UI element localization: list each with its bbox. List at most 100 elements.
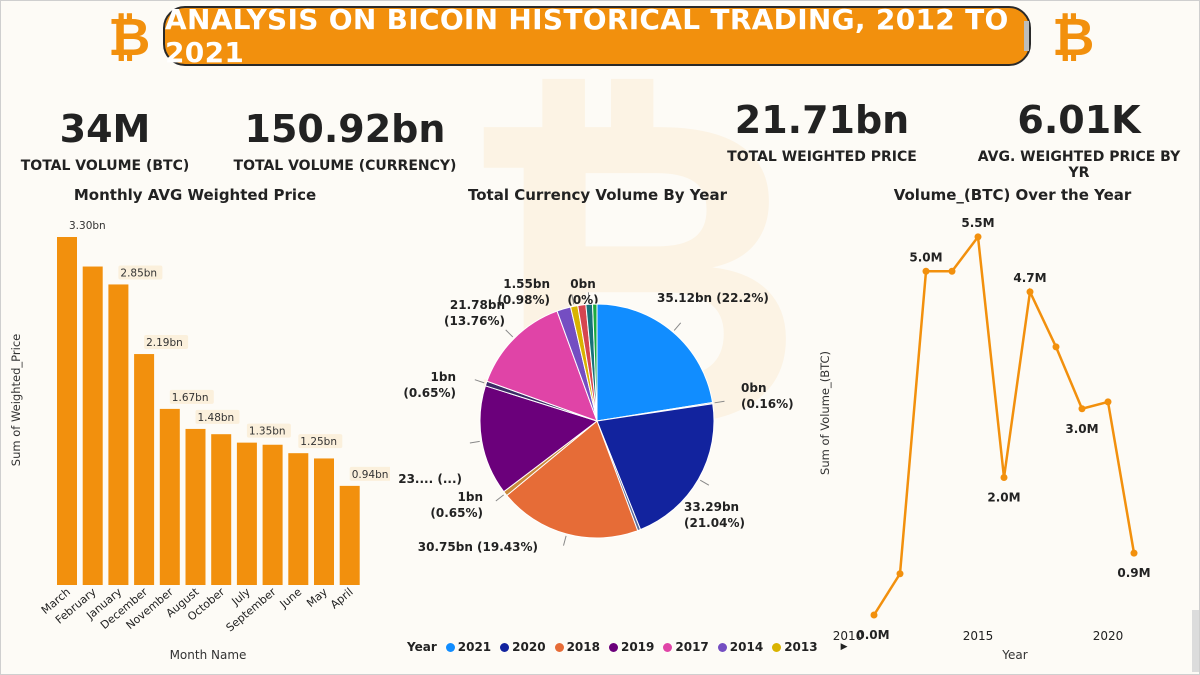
- bar[interactable]: [159, 408, 180, 585]
- legend-label: 2017: [675, 640, 709, 654]
- bar-label-bg: [195, 409, 240, 424]
- bar-chart-title: Monthly AVG Weighted Price: [73, 186, 317, 204]
- x-tick-label: 2015: [963, 629, 994, 643]
- legend-item[interactable]: 2020: [500, 640, 546, 654]
- legend-label: 2020: [512, 640, 546, 654]
- bar-label-bg: [118, 265, 163, 280]
- legend-item[interactable]: 2019: [608, 640, 655, 654]
- bitcoin-logo-right-icon: ₿: [1052, 8, 1095, 68]
- legend-label: 2021: [457, 640, 492, 654]
- x-tick-label: 2020: [1093, 629, 1124, 643]
- x-tick-label: September: [224, 585, 279, 634]
- line-point[interactable]: [1104, 398, 1112, 406]
- bar[interactable]: [108, 284, 129, 585]
- point-data-label: 4.7M: [1013, 271, 1046, 285]
- point-data-label: 3.0M: [1065, 422, 1098, 436]
- page-title: ANALYSIS ON BICOIN HISTORICAL TRADING, 2…: [165, 3, 1009, 69]
- line-point[interactable]: [922, 267, 930, 275]
- bar-data-label: 1.35bn: [249, 426, 286, 438]
- title-banner: ANALYSIS ON BICOIN HISTORICAL TRADING, 2…: [163, 3, 1031, 69]
- bar-data-label: 1.67bn: [172, 392, 209, 404]
- point-data-label: 5.0M: [909, 250, 942, 264]
- bitcoin-logo-left-icon: ₿: [108, 8, 151, 68]
- legend-dot: [445, 642, 455, 652]
- bar-data-label: 1.48bn: [198, 412, 235, 424]
- pie-slice[interactable]: [596, 403, 715, 531]
- pie-data-label: 21.78bn (13.76%): [444, 298, 505, 328]
- kpi-avg-weighted-price: 6.01K AVG. WEIGHTED PRICE BY YR: [965, 101, 1193, 181]
- legend-item[interactable]: 2014: [717, 640, 764, 654]
- bar-label-bg: [169, 389, 214, 404]
- text-cursor: [1023, 21, 1029, 51]
- x-tick-label: April: [328, 585, 356, 611]
- bar[interactable]: [339, 485, 360, 585]
- pie-leader-line: [469, 440, 480, 444]
- legend-label: 2018: [566, 640, 600, 654]
- legend-label: 2014: [729, 640, 764, 654]
- kpi-value: 34M: [59, 107, 151, 151]
- bar-data-label: 2.85bn: [120, 267, 157, 279]
- pie-slice[interactable]: [596, 303, 714, 422]
- x-tick-label: 2010: [833, 629, 864, 643]
- pie-data-label: 23.... (...): [398, 472, 462, 486]
- pie-slice[interactable]: [592, 303, 598, 422]
- legend-item[interactable]: 2013: [772, 640, 818, 654]
- pie-slice[interactable]: [506, 420, 639, 539]
- bar[interactable]: [314, 458, 334, 585]
- bar[interactable]: [134, 354, 155, 585]
- legend-item[interactable]: 2021: [445, 640, 492, 654]
- bar-label-bg: [349, 466, 390, 481]
- pie-leader-line: [699, 479, 710, 486]
- x-tick-label: June: [277, 585, 305, 611]
- kpi-value: 150.92bn: [244, 107, 446, 151]
- legend-item[interactable]: 2017: [663, 640, 709, 654]
- legend-dot: [717, 642, 727, 652]
- legend-label: 2019: [620, 640, 655, 654]
- pie-data-label: 30.75bn (19.43%): [418, 540, 538, 554]
- bar[interactable]: [288, 453, 309, 585]
- kpi-total-volume-btc: 34M TOTAL VOLUME (BTC): [20, 110, 190, 174]
- line-point[interactable]: [1078, 405, 1086, 413]
- kpi-total-weighted-price: 21.71bn TOTAL WEIGHTED PRICE: [722, 101, 922, 165]
- line-point[interactable]: [896, 570, 904, 578]
- pie-slice[interactable]: [486, 310, 598, 422]
- kpi-value: 21.71bn: [734, 98, 910, 142]
- legend-next-arrow-icon[interactable]: ▶: [840, 642, 848, 652]
- bar[interactable]: [82, 266, 103, 585]
- legend-item[interactable]: 2018: [554, 640, 600, 654]
- x-axis-label: Year: [1001, 648, 1027, 662]
- line-point[interactable]: [1026, 288, 1034, 296]
- pie-leader-line: [505, 329, 514, 338]
- line-point[interactable]: [948, 267, 956, 275]
- volume-btc-line-chart: 0.0M 5.0M 5.5M 2.0M 4.7M 3.0M 0.9M 2010 2015 2020…: [818, 216, 1199, 672]
- point-data-label: 0.0M: [856, 628, 889, 642]
- pie-leader-line: [587, 292, 590, 303]
- bar[interactable]: [262, 444, 283, 585]
- x-tick-label: May: [304, 585, 330, 610]
- bar-data-label: 1.25bn: [300, 436, 337, 448]
- line-point[interactable]: [1130, 549, 1138, 557]
- legend-dot: [663, 642, 673, 652]
- line-point[interactable]: [870, 611, 878, 619]
- line-point[interactable]: [1000, 474, 1008, 481]
- bar[interactable]: [57, 237, 77, 585]
- line-point[interactable]: [1052, 343, 1060, 351]
- pie-data-label: 0bn (0.16%): [741, 381, 794, 411]
- legend-dot: [608, 642, 618, 652]
- bar[interactable]: [185, 428, 206, 585]
- legend-title: Year: [407, 640, 437, 654]
- pie-leader-line: [673, 322, 682, 331]
- line-point[interactable]: [974, 233, 982, 241]
- pie-legend[interactable]: Year 2021 2020 2018 2019 2017 2014 2013 ▶: [407, 640, 848, 654]
- pie-chart-title: Total Currency Volume By Year: [468, 186, 727, 204]
- pie-leader-line: [571, 294, 575, 305]
- pie-leader-line: [474, 379, 485, 384]
- currency-volume-pie-chart: 35.12bn (22.2%) 0bn (0.16%) 33.29bn (21.04%)…: [398, 277, 794, 554]
- pie-data-label: 35.12bn (22.2%): [657, 291, 769, 305]
- bar-data-label: 3.30bn: [69, 220, 106, 232]
- bar[interactable]: [211, 434, 232, 585]
- scrollbar[interactable]: [1192, 610, 1199, 672]
- bar[interactable]: [236, 442, 257, 585]
- pie-data-label: 1bn (0.65%): [403, 370, 456, 400]
- legend-dot: [772, 642, 782, 652]
